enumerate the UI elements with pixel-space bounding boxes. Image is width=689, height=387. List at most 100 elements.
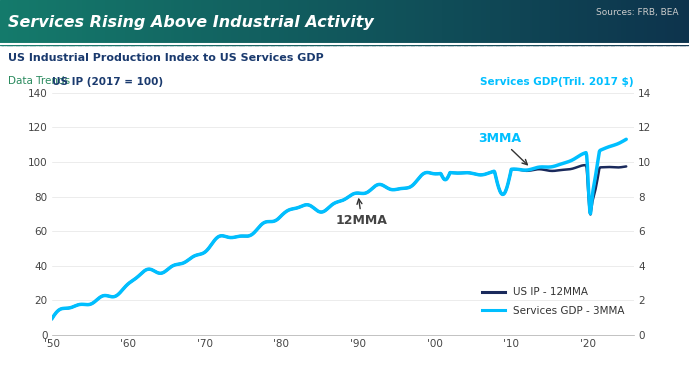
Bar — [74, 0, 76, 45]
Bar — [163, 0, 166, 45]
Bar — [96, 0, 99, 45]
Bar — [342, 0, 345, 45]
Bar — [329, 0, 331, 45]
Bar — [581, 0, 584, 45]
Bar — [528, 0, 531, 45]
Bar — [457, 0, 460, 45]
Bar — [436, 0, 440, 45]
Bar — [512, 0, 515, 45]
Bar — [129, 0, 132, 45]
Bar — [57, 0, 61, 45]
Bar — [584, 0, 586, 45]
Bar — [413, 0, 416, 45]
Bar — [551, 0, 554, 45]
Text: 3MMA: 3MMA — [478, 132, 527, 165]
Bar — [491, 0, 495, 45]
Bar — [526, 0, 529, 45]
Bar — [533, 0, 536, 45]
Bar — [103, 0, 106, 45]
Bar — [112, 0, 116, 45]
Bar — [46, 0, 49, 45]
Bar — [296, 0, 299, 45]
Text: Sources: FRB, BEA: Sources: FRB, BEA — [596, 8, 679, 17]
Bar — [615, 0, 619, 45]
Bar — [432, 0, 435, 45]
Bar — [191, 0, 194, 45]
Bar — [519, 0, 522, 45]
Bar — [524, 0, 526, 45]
Bar — [429, 0, 433, 45]
Bar — [560, 0, 564, 45]
Bar — [549, 0, 552, 45]
Bar — [515, 0, 517, 45]
Bar — [372, 0, 375, 45]
Bar — [655, 0, 657, 45]
Bar — [661, 0, 664, 45]
Bar — [236, 0, 240, 45]
Bar — [209, 0, 212, 45]
Bar — [220, 0, 223, 45]
Bar — [537, 0, 540, 45]
Bar — [466, 0, 469, 45]
Bar — [471, 0, 474, 45]
Bar — [400, 0, 402, 45]
Bar — [319, 0, 322, 45]
Text: US IP (2017 = 100): US IP (2017 = 100) — [52, 77, 163, 87]
Bar — [622, 0, 626, 45]
Bar — [92, 0, 95, 45]
Bar — [165, 0, 168, 45]
Bar — [305, 0, 309, 45]
Bar — [473, 0, 476, 45]
Bar — [425, 0, 428, 45]
Legend: US IP - 12MMA, Services GDP - 3MMA: US IP - 12MMA, Services GDP - 3MMA — [477, 283, 628, 320]
Bar — [388, 0, 391, 45]
Bar — [23, 0, 26, 45]
Bar — [85, 0, 88, 45]
Bar — [620, 0, 623, 45]
Bar — [422, 0, 426, 45]
Bar — [595, 0, 598, 45]
Bar — [680, 0, 683, 45]
Bar — [333, 0, 336, 45]
Text: Services GDP(Tril. 2017 $): Services GDP(Tril. 2017 $) — [480, 77, 634, 87]
Bar — [450, 0, 453, 45]
Bar — [119, 0, 123, 45]
Bar — [161, 0, 164, 45]
Bar — [193, 0, 196, 45]
Bar — [386, 0, 389, 45]
Bar — [508, 0, 511, 45]
Bar — [420, 0, 423, 45]
Bar — [280, 0, 283, 45]
Bar — [641, 0, 644, 45]
Bar — [567, 0, 570, 45]
Bar — [618, 0, 621, 45]
Bar — [666, 0, 669, 45]
Bar — [291, 0, 295, 45]
Bar — [152, 0, 154, 45]
Bar — [19, 0, 21, 45]
Bar — [590, 0, 593, 45]
Bar — [634, 0, 637, 45]
Bar — [367, 0, 371, 45]
Bar — [553, 0, 557, 45]
Bar — [627, 0, 630, 45]
Bar — [324, 0, 327, 45]
Bar — [604, 0, 607, 45]
Bar — [225, 0, 228, 45]
Bar — [301, 0, 304, 45]
Bar — [99, 0, 102, 45]
Bar — [353, 0, 357, 45]
Bar — [480, 0, 483, 45]
Bar — [5, 0, 8, 45]
Bar — [239, 0, 242, 45]
Bar — [522, 0, 524, 45]
Bar — [156, 0, 159, 45]
Bar — [539, 0, 543, 45]
Bar — [289, 0, 292, 45]
Bar — [565, 0, 568, 45]
Bar — [535, 0, 538, 45]
Bar — [652, 0, 655, 45]
Bar — [659, 0, 662, 45]
Bar — [67, 0, 70, 45]
Bar — [181, 0, 185, 45]
